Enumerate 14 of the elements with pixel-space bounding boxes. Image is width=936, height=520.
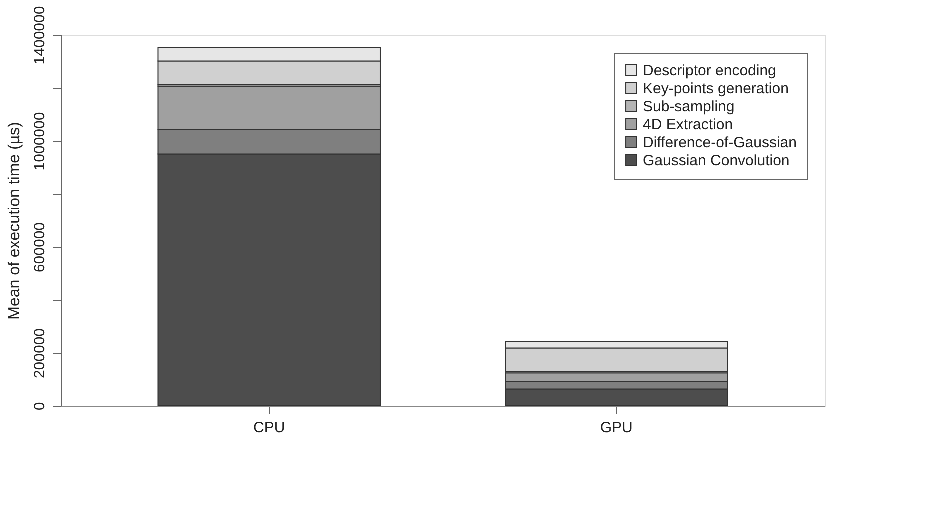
x-tick-label: CPU — [254, 420, 286, 436]
y-tick-label: 200000 — [32, 328, 48, 379]
legend-label: Key-points generation — [643, 80, 789, 98]
y-axis-title: Mean of execution time (µs) — [6, 122, 24, 320]
legend-label: Difference-of-Gaussian — [643, 134, 797, 152]
y-tick-label: 1400000 — [32, 6, 48, 65]
y-tick-label: 600000 — [32, 222, 48, 273]
y-tick-label: 1000000 — [32, 112, 48, 171]
x-tick-label: GPU — [600, 420, 633, 436]
legend-label: Descriptor encoding — [643, 62, 776, 80]
legend-label: Sub-sampling — [643, 98, 735, 116]
legend-label: Gaussian Convolution — [643, 152, 790, 170]
legend-label: 4D Extraction — [643, 116, 734, 134]
y-tick-label: 0 — [32, 402, 48, 411]
